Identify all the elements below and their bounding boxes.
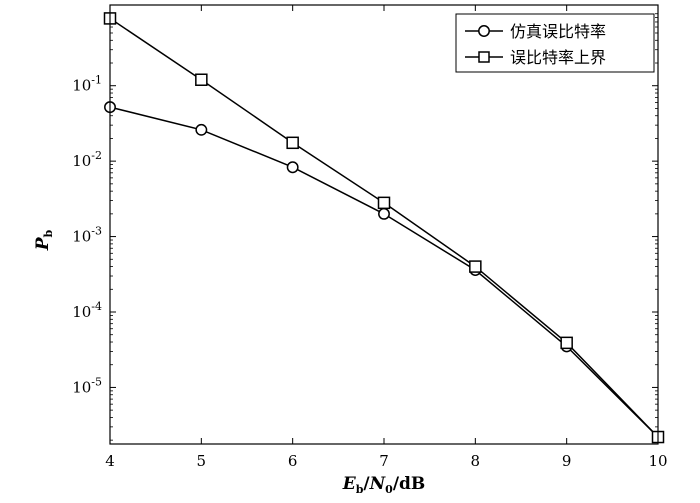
y-tick-label: 10-5: [72, 375, 102, 396]
legend-entry-1: 仿真误比特率: [465, 22, 606, 41]
series-line-2: [109, 17, 659, 438]
x-tick-labels: 4 5 6 7 8 9 10: [105, 452, 667, 470]
y-tick-label: 10-1: [72, 74, 102, 95]
legend: 仿真误比特率 误比特率上界: [455, 13, 655, 73]
x-tick-label: 8: [471, 452, 481, 470]
series-2-point: [560, 336, 573, 350]
y-axis-label: Pb: [33, 229, 55, 251]
series-layer: [103, 12, 665, 444]
y-tick-label: 10-4: [72, 300, 102, 321]
legend-entry-2: 误比特率上界: [465, 48, 606, 67]
legend-square-marker: [478, 51, 490, 63]
series-2-point: [286, 136, 299, 150]
legend-label-1: 仿真误比特率: [510, 22, 606, 41]
legend-label-2: 误比特率上界: [510, 48, 606, 67]
plot-frame: [109, 4, 659, 445]
x-tick-label: 7: [379, 452, 389, 470]
series-1-point: [286, 161, 299, 174]
series-1-point: [378, 207, 390, 220]
x-tick-label: 10: [648, 452, 667, 470]
series-1-point: [195, 123, 208, 136]
y-tick-labels: 10-1 10-2 10-3 10-4 10-5: [72, 74, 102, 397]
legend-circle-marker: [478, 25, 490, 37]
x-axis-label: Eb/N0/dB: [342, 474, 426, 496]
y-tick-label: 10-2: [72, 149, 102, 170]
x-tick-label: 6: [288, 452, 298, 470]
x-tick-label: 9: [562, 452, 572, 470]
series-2-point: [377, 196, 391, 210]
series-line-1: [109, 106, 659, 438]
series-2-point: [469, 260, 482, 273]
series-2-point: [195, 73, 208, 86]
x-tick-label: 5: [197, 452, 207, 470]
y-tick-label: 10-3: [72, 225, 102, 246]
x-tick-label: 4: [105, 452, 115, 470]
